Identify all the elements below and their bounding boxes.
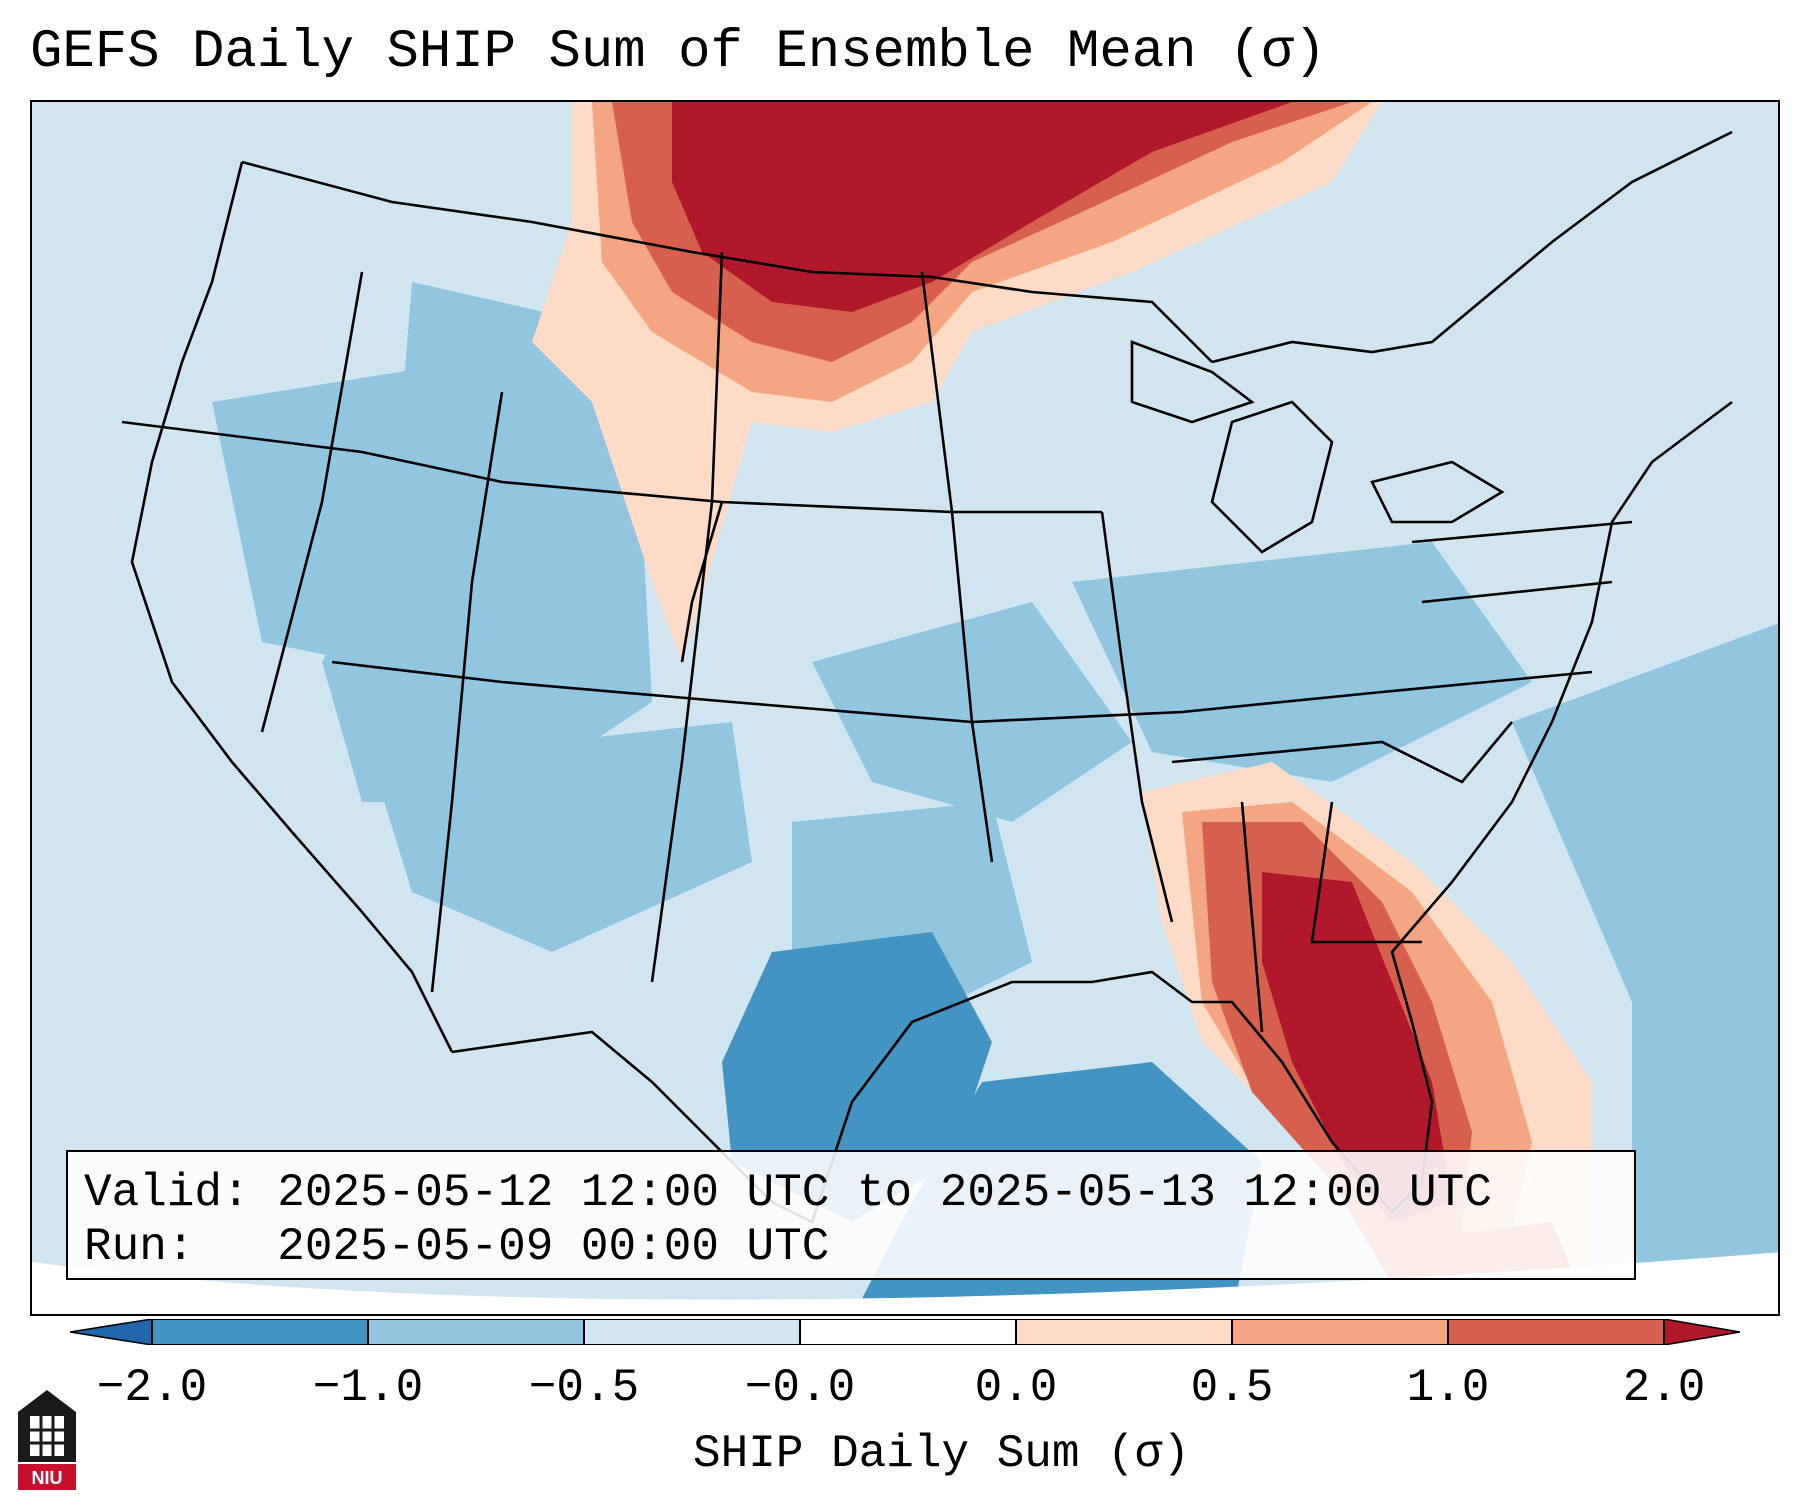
mid-latitude-line bbox=[331, 660, 1593, 724]
map-panel bbox=[30, 100, 1780, 1316]
plains-line bbox=[650, 251, 724, 983]
lake-superior bbox=[1130, 340, 1255, 424]
georgia-alabama-lines bbox=[1240, 801, 1422, 1033]
info-box: Valid: 2025-05-12 12:00 UTC to 2025-05-1… bbox=[66, 1150, 1636, 1280]
map-title: GEFS Daily SHIP Sum of Ensemble Mean (σ) bbox=[30, 22, 1327, 83]
wyoming-colorado-line bbox=[680, 501, 724, 663]
colorbar-bin-1 bbox=[152, 1319, 368, 1345]
colorbar-bin-7 bbox=[1448, 1319, 1664, 1345]
valid-label: Valid: bbox=[84, 1167, 250, 1219]
colorbar-bin-4 bbox=[800, 1319, 1016, 1345]
lake-erie bbox=[1370, 460, 1505, 524]
tick-label: −0.5 bbox=[528, 1362, 640, 1414]
north-plains-core-field bbox=[672, 102, 1292, 312]
southeast-line bbox=[1171, 721, 1513, 784]
northeast-state-lines bbox=[1411, 520, 1633, 604]
colorbar-label: SHIP Daily Sum (σ) bbox=[693, 1428, 1190, 1480]
canada-border bbox=[241, 160, 1213, 363]
colorbar bbox=[70, 1319, 1740, 1345]
south-texas-field bbox=[722, 932, 992, 1222]
valid-value: 2025-05-12 12:00 UTC to 2025-05-13 12:00… bbox=[277, 1167, 1492, 1219]
northern-states-line bbox=[121, 420, 1102, 514]
tick-label: 0.5 bbox=[1190, 1362, 1274, 1414]
colorbar-min-extend bbox=[70, 1319, 153, 1345]
logo-band bbox=[18, 1464, 76, 1490]
colorbar-bin-5 bbox=[1016, 1319, 1232, 1345]
run-label: Run: bbox=[84, 1221, 195, 1273]
tick-label: −0.0 bbox=[744, 1362, 856, 1414]
northeast-coast-border bbox=[1211, 130, 1733, 364]
tick-label: 0.0 bbox=[974, 1362, 1058, 1414]
west-coast bbox=[130, 161, 454, 1053]
great-lakes-michigan bbox=[1210, 400, 1334, 554]
tick-label: 1.0 bbox=[1406, 1362, 1490, 1414]
niu-logo: NIU bbox=[18, 1390, 76, 1490]
tick-label: 2.0 bbox=[1622, 1362, 1706, 1414]
ohio-valley-field bbox=[1072, 542, 1532, 782]
map-canvas bbox=[32, 102, 1778, 1314]
run-value: 2025-05-09 00:00 UTC bbox=[277, 1221, 830, 1273]
colorbar-max-extend bbox=[1663, 1319, 1740, 1345]
idaho-line bbox=[260, 271, 364, 733]
colorbar-ticks bbox=[151, 1319, 1665, 1345]
colorbar-bin-2 bbox=[368, 1319, 584, 1345]
projection-edge bbox=[32, 1252, 1778, 1314]
rockies-field bbox=[322, 282, 652, 802]
atlantic-field bbox=[1512, 623, 1778, 1314]
tick-label: −2.0 bbox=[96, 1362, 208, 1414]
colorbar-bin-6 bbox=[1232, 1319, 1448, 1345]
logo-text: NIU bbox=[32, 1468, 63, 1488]
southwest-field bbox=[372, 722, 752, 952]
mississippi-line bbox=[1100, 511, 1174, 923]
central-line bbox=[920, 271, 994, 863]
tick-label: −1.0 bbox=[312, 1362, 424, 1414]
logo-window bbox=[30, 1416, 64, 1456]
mountain-line bbox=[430, 391, 504, 993]
colorbar-bin-3 bbox=[584, 1319, 800, 1345]
boundaries bbox=[121, 130, 1733, 1224]
southeast-core-field bbox=[1262, 872, 1452, 1222]
